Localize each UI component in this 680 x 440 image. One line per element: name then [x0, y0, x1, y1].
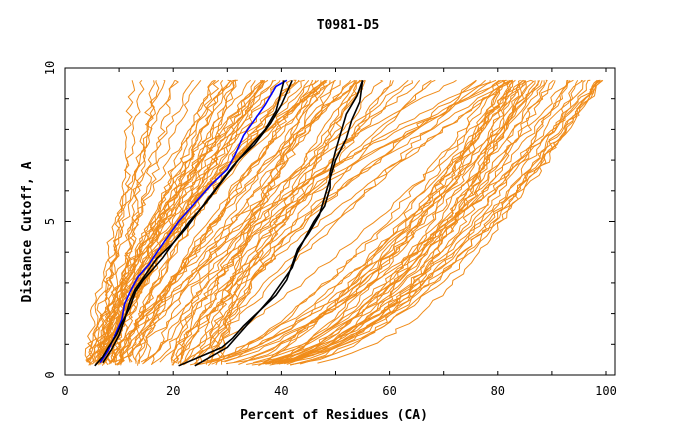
background-series-line	[199, 79, 432, 363]
x-tick-label: 20	[166, 384, 180, 398]
background-series-line	[138, 79, 362, 364]
background-series-line	[84, 80, 176, 365]
background-series-line	[290, 79, 548, 366]
background-series-line	[105, 79, 238, 362]
background-series-line	[189, 80, 540, 366]
x-tick-label: 100	[595, 384, 617, 398]
background-series-line	[299, 79, 600, 365]
background-series-line	[126, 79, 457, 363]
background-series-line	[267, 79, 603, 365]
background-series-line	[224, 79, 521, 363]
background-series-line	[225, 79, 531, 365]
background-series-line	[140, 80, 358, 363]
highlighted-series-group	[94, 79, 364, 367]
y-tick-label: 10	[43, 61, 57, 75]
background-series-line	[120, 79, 497, 365]
background-series-line	[267, 79, 524, 365]
background-series-line	[170, 80, 335, 364]
background-series-line	[100, 79, 215, 365]
background-series-line	[115, 79, 292, 366]
background-series-line	[102, 80, 136, 364]
y-axis-label: Distance Cutoff, A	[20, 161, 35, 302]
highlighted-series-line-5	[194, 80, 364, 367]
background-series-line	[118, 79, 507, 366]
x-tick-label: 60	[382, 384, 396, 398]
background-series-line	[176, 80, 394, 363]
background-series-line	[135, 79, 486, 364]
background-series-line	[194, 80, 539, 366]
background-series-line	[183, 79, 477, 366]
background-series-line	[119, 80, 265, 366]
background-series-group	[84, 79, 604, 367]
background-series-line	[172, 79, 477, 366]
y-tick-label: 0	[43, 371, 57, 378]
background-series-line	[114, 79, 384, 363]
background-series-line	[119, 79, 297, 363]
background-series-line	[86, 79, 194, 363]
background-series-line	[99, 79, 202, 364]
background-series-line	[216, 80, 414, 362]
background-series-line	[91, 80, 224, 365]
background-series-line	[215, 80, 491, 366]
background-series-line	[193, 79, 513, 365]
background-series-line	[221, 79, 601, 363]
background-series-line	[87, 79, 232, 366]
background-series-line	[178, 79, 352, 364]
background-series-line	[179, 79, 362, 366]
background-series-line	[267, 80, 513, 364]
background-series-line	[271, 80, 571, 365]
x-tick-label: 40	[274, 384, 288, 398]
background-series-line	[108, 79, 314, 365]
background-series-line	[211, 79, 500, 365]
background-series-line	[171, 79, 513, 366]
background-series-line	[196, 79, 604, 366]
background-series-line	[207, 80, 366, 367]
background-series-line	[159, 79, 512, 363]
background-series-line	[185, 80, 523, 363]
background-series-line	[284, 80, 536, 365]
background-series-line	[212, 80, 526, 363]
y-tick-label: 5	[43, 218, 57, 225]
background-series-line	[93, 79, 326, 364]
background-series-line	[278, 80, 509, 363]
background-series-line	[104, 79, 326, 366]
x-axis-label: Percent of Residues (CA)	[240, 408, 428, 423]
background-series-line	[269, 79, 586, 366]
chart-title: T0981-D5	[317, 18, 380, 33]
background-series-line	[95, 79, 145, 362]
background-series-line	[317, 80, 579, 364]
background-series-line	[264, 80, 569, 365]
background-series-line	[143, 80, 331, 364]
x-tick-label: 80	[491, 384, 505, 398]
background-series-line	[276, 79, 584, 365]
background-series-line	[88, 79, 220, 366]
background-series-line	[170, 79, 336, 364]
x-tick-label: 0	[61, 384, 68, 398]
highlighted-series-line-3	[94, 80, 285, 367]
tick-group: 0 20 40 60 80 100 0 5 10	[43, 61, 617, 398]
background-series-line	[209, 79, 366, 363]
highlighted-series-line-1	[99, 79, 288, 364]
